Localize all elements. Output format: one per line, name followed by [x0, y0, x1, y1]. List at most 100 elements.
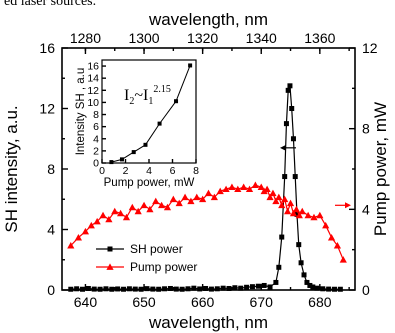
pump-point [234, 185, 242, 193]
sh-point [244, 284, 250, 290]
sh-point [179, 286, 185, 292]
pump-point [222, 185, 230, 193]
pump-point [175, 199, 183, 207]
inset-point [131, 150, 136, 155]
sh-point [276, 264, 282, 270]
sh-point [91, 286, 97, 292]
pump-point [298, 207, 306, 215]
sh-point [80, 286, 86, 292]
pump-point [193, 193, 201, 201]
sh-arrow-head [280, 144, 286, 151]
sh-point [282, 174, 288, 180]
top-tick-label: 1280 [70, 30, 101, 46]
inset-point [157, 121, 162, 126]
pump-point [204, 189, 213, 197]
pump-arrow-head [345, 202, 351, 209]
inset-x-tick-label: 6 [170, 165, 176, 177]
bottom-tick-label: 640 [74, 294, 98, 310]
pump-point [339, 256, 347, 263]
pump-point [260, 187, 268, 195]
sh-point [173, 286, 179, 292]
inset-point [143, 142, 148, 147]
pump-point [269, 189, 277, 197]
pump-point [199, 195, 207, 203]
pump-point [228, 183, 236, 191]
sh-point [310, 284, 316, 290]
pump-point [322, 221, 330, 229]
left-axis-label: SH intensity, a.u. [2, 105, 21, 232]
formula-i2-sub: 2 [129, 96, 134, 107]
pump-point [333, 242, 342, 249]
pump-point [240, 183, 248, 191]
pump-point [284, 207, 292, 215]
pump-point [158, 201, 166, 209]
pump-point [292, 205, 300, 213]
right-tick-label: 12 [362, 40, 378, 56]
top-tick-label: 1320 [187, 30, 218, 46]
inset-formula: I2~I12.15 [124, 84, 171, 107]
sh-point [320, 286, 326, 292]
sh-point [314, 285, 320, 291]
sh-point [304, 279, 310, 285]
pump-point [152, 197, 160, 205]
inset-y-tick-label: 0 [93, 158, 99, 170]
inset-point [174, 99, 179, 104]
left-tick-label: 4 [47, 222, 55, 238]
formula-eq-i1: ~I [134, 87, 148, 104]
pump-point [278, 201, 286, 209]
pump-point [163, 203, 172, 211]
sh-point [191, 285, 197, 291]
inset-x-label: Pump power, mW [104, 177, 195, 189]
pump-point [327, 233, 336, 241]
bottom-tick-label: 660 [191, 294, 215, 310]
sh-point [296, 242, 302, 248]
inset-y-tick-label: 10 [87, 97, 99, 109]
sh-point [185, 286, 191, 292]
sh-point [298, 260, 304, 266]
sh-point [337, 286, 343, 292]
sh-point [121, 286, 127, 292]
formula-exponent: 2.15 [153, 84, 171, 95]
inset-point [119, 157, 124, 162]
pump-point [295, 211, 303, 219]
pump-point [316, 211, 324, 219]
pump-point [93, 217, 101, 225]
sh-point [249, 284, 255, 290]
sh-point [287, 83, 293, 89]
inset-y-tick-label: 12 [87, 85, 99, 97]
sh-point [226, 285, 232, 291]
sh-point [267, 284, 273, 290]
pump-point [275, 193, 283, 201]
sh-point [232, 285, 238, 291]
sh-point [167, 285, 173, 291]
sh-point [326, 286, 332, 292]
sh-point [214, 286, 220, 292]
pump-point [74, 233, 83, 241]
sh-point [115, 286, 121, 292]
sh-point [292, 174, 298, 180]
pump-point [281, 195, 289, 203]
top-tick-label: 1340 [246, 30, 277, 46]
sh-point [109, 286, 115, 292]
sh-point [103, 286, 109, 292]
right-tick-label: 4 [362, 201, 370, 217]
pump-point [257, 183, 265, 191]
pump-point [181, 193, 189, 201]
bottom-axis-label: wavelength, nm [148, 313, 268, 332]
inset-y-tick-label: 14 [87, 73, 99, 85]
sh-point [283, 121, 289, 127]
pump-point [310, 213, 318, 221]
pump-point [99, 211, 107, 219]
sh-point [294, 211, 300, 217]
pump-point [105, 215, 113, 223]
pump-point [245, 185, 254, 193]
inset-y-tick-label: 16 [87, 61, 99, 73]
sh-point [285, 87, 291, 93]
inset-x-tick-label: 0 [99, 165, 105, 177]
inset-y-label: Intensity SH , a.u [75, 68, 87, 156]
right-tick-label: 8 [362, 121, 370, 137]
pump-point [286, 199, 295, 207]
legend-pump-label: Pump power [130, 260, 197, 274]
sh-point [289, 106, 295, 111]
